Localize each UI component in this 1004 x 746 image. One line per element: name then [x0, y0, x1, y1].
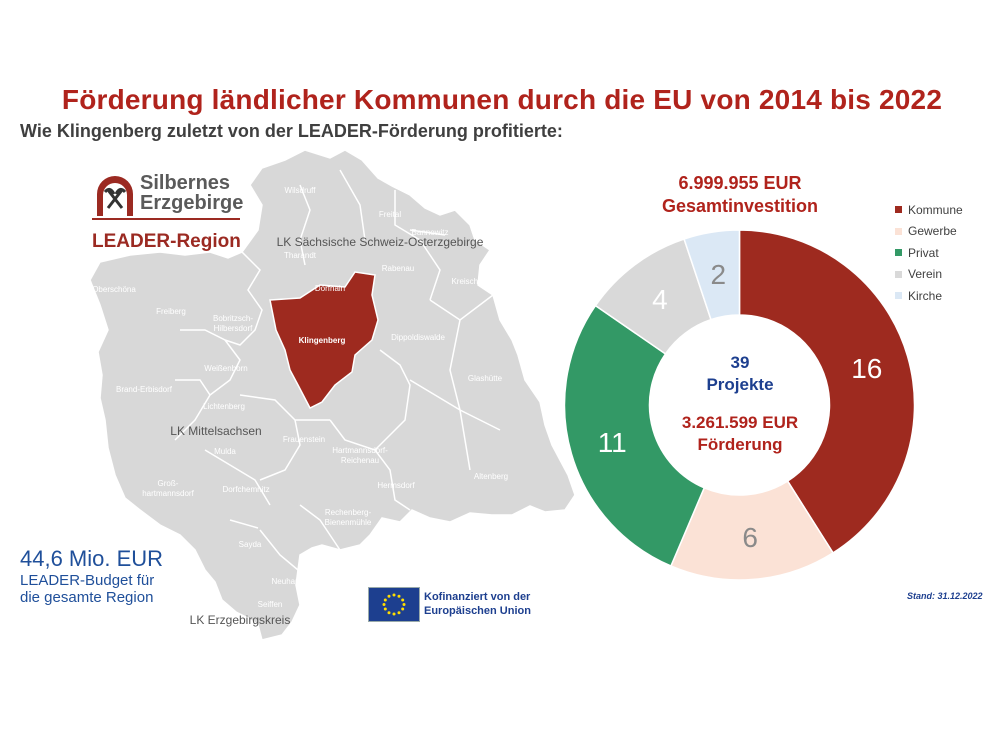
legend-swatch — [895, 227, 902, 235]
budget-desc-1: LEADER-Budget für — [20, 572, 155, 589]
legend-swatch — [895, 270, 902, 278]
map-label: Dorfhain — [315, 284, 345, 293]
map-label: Sayda — [239, 540, 262, 549]
legend-label: Kommune — [908, 202, 963, 217]
eu-text-line1: Kofinanziert von der — [424, 591, 531, 603]
map-label: Brand-Erbisdorf — [116, 385, 173, 394]
legend-label: Gewerbe — [908, 224, 957, 239]
logo-line2: Erzgebirge — [140, 192, 244, 214]
legend-label: Verein — [908, 267, 943, 282]
budget-block: 44,6 Mio. EUR LEADER-Budget für die gesa… — [20, 546, 163, 606]
legend-item-kommune: Kommune — [895, 199, 963, 221]
map-label: Tharandt — [284, 251, 317, 260]
slice-label-gewerbe: 6 — [742, 522, 758, 553]
legend-label: Kirche — [908, 288, 943, 303]
map-label: Bannewitz — [412, 228, 449, 237]
map-label: LK Erzgebirgskreis — [190, 613, 291, 627]
eu-flag-icon — [368, 587, 420, 622]
map-label: Kreischa — [451, 277, 483, 286]
map-label: Seiffen — [258, 600, 283, 609]
legend-item-gewerbe: Gewerbe — [895, 221, 963, 243]
legend-label: Privat — [908, 245, 939, 260]
legend-item-privat: Privat — [895, 242, 963, 264]
map-label: Freiberg — [156, 307, 186, 316]
eu-cofunding-text: Kofinanziert von der Europäischen Union — [424, 590, 531, 618]
map-label: Neuhausen — [272, 577, 313, 586]
legend-swatch — [895, 206, 902, 214]
map-label: Rechenberg-Bienenmühle — [325, 508, 372, 527]
map-label: Wilsdruff — [285, 186, 317, 195]
page-title: Förderung ländlicher Kommunen durch die … — [61, 84, 943, 115]
region-outline — [89, 149, 576, 641]
slice-label-verein: 4 — [652, 284, 668, 315]
pickaxe-icon — [97, 176, 133, 216]
budget-desc-2: die gesamte Region — [20, 589, 154, 606]
map-label: Lichtenberg — [203, 402, 245, 411]
map-label: Rabenau — [382, 264, 414, 273]
total-amount: 6.999.955 EUR — [678, 173, 802, 193]
map-label: Freital — [379, 210, 401, 219]
map-label: Dippoldiswalde — [391, 333, 445, 342]
project-count-label: Projekte — [706, 375, 774, 394]
legend-swatch — [895, 292, 902, 300]
map-label: Groß-hartmannsdorf — [142, 479, 194, 498]
logo-divider — [92, 218, 240, 220]
map-label: Frauenstein — [283, 435, 325, 444]
map-regions — [89, 149, 576, 641]
stand-date: Stand: 31.12.2022 — [907, 591, 983, 601]
logo-line1: Silbernes — [140, 172, 231, 194]
map-label: Bobritzsch-Hilbersdorf — [213, 314, 253, 333]
slice-label-kommune: 16 — [851, 353, 882, 384]
map-label: Hartmannsdorf-Reichenau — [332, 446, 388, 465]
map-label: Weißenborn — [204, 364, 247, 373]
slice-kommune — [738, 229, 916, 554]
map-label: Hermsdorf — [377, 481, 415, 490]
map-label: LK Sächsische Schweiz-Osterzgebirge — [277, 235, 484, 249]
klingenberg-highlight — [269, 271, 379, 410]
logo-line3: LEADER-Region — [92, 231, 241, 252]
slice-label-privat: 11 — [598, 427, 627, 458]
map-label: LK Mittelsachsen — [170, 424, 261, 438]
slice-privat — [563, 304, 706, 567]
center-funding: 3.261.599 EUR Förderung — [660, 412, 820, 456]
legend-item-kirche: Kirche — [895, 285, 963, 307]
total-label: Gesamtinvestition — [661, 196, 819, 216]
map-label: Glashütte — [468, 374, 503, 383]
chart-legend: Kommune Gewerbe Privat Verein Kirche — [895, 199, 963, 307]
center-project-count: 39 Projekte — [690, 352, 790, 396]
map-label-klingenberg: Klingenberg — [299, 336, 346, 345]
project-count: 39 — [730, 353, 750, 372]
legend-swatch — [895, 249, 902, 257]
region-boundaries — [174, 169, 501, 571]
page-subtitle: Wie Klingenberg zuletzt von der LEADER-F… — [20, 121, 563, 141]
map-label: Altenberg — [474, 472, 508, 481]
total-investment: 6.999.955 EUR Gesamtinvestition — [640, 172, 840, 218]
map-label: Oberschöna — [92, 285, 136, 294]
map-label: Dorfchemnitz — [222, 485, 269, 494]
map-label: Mulda — [214, 447, 236, 456]
funding-label: Förderung — [697, 435, 783, 454]
legend-item-verein: Verein — [895, 264, 963, 286]
slice-kirche — [683, 229, 741, 321]
leader-logo: Silbernes Erzgebirge LEADER-Region — [92, 168, 244, 258]
funding-amount: 3.261.599 EUR — [681, 413, 799, 432]
slice-label-kirche: 2 — [710, 259, 726, 290]
eu-text-line2: Europäischen Union — [424, 605, 531, 617]
budget-amount: 44,6 Mio. EUR — [20, 546, 164, 571]
